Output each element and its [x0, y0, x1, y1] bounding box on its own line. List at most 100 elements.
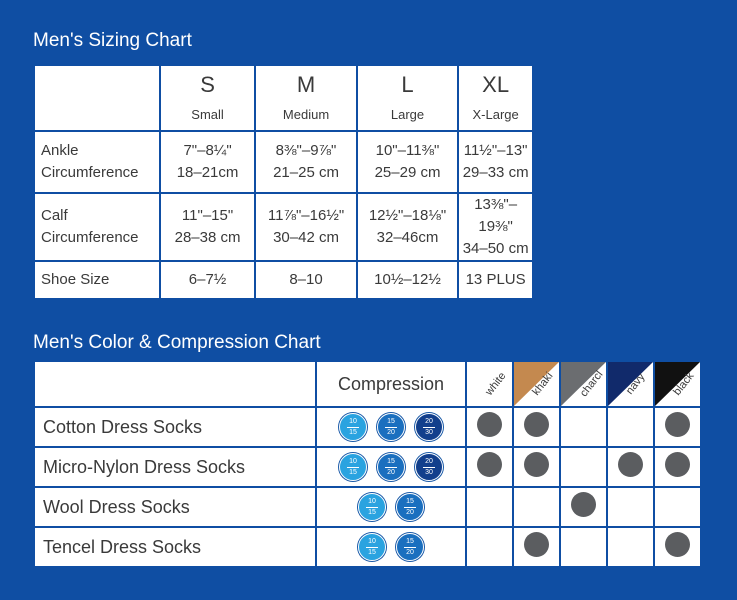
badge-divider — [385, 466, 397, 468]
row-label: Calf Circumference — [33, 192, 161, 262]
available-dot — [665, 412, 690, 437]
badge-top: 15 — [387, 457, 395, 465]
compression-badge: 10 15 — [339, 413, 367, 441]
badge-bottom: 30 — [425, 468, 433, 476]
swatch-fill — [609, 363, 652, 405]
size-cell: 11½"–13" 29–33 cm — [457, 130, 534, 194]
badge-bottom: 20 — [406, 548, 414, 556]
cell-line: 32–46cm — [376, 229, 439, 246]
badge-bottom: 15 — [368, 548, 376, 556]
color-availability-cell — [512, 446, 561, 488]
color-availability-cell — [653, 446, 702, 488]
size-word: X-Large — [472, 107, 519, 122]
color-availability-cell — [512, 486, 561, 528]
compression-badge: 10 15 — [358, 533, 386, 561]
color-availability-cell — [465, 486, 514, 528]
badge-bottom: 15 — [349, 468, 357, 476]
color-availability-cell — [606, 486, 655, 528]
color-availability-cell — [559, 526, 608, 568]
swatch-fill — [515, 363, 558, 405]
available-dot — [477, 452, 502, 477]
size-letter: L — [401, 72, 414, 97]
badge-bottom: 15 — [368, 508, 376, 516]
size-cell: 6–7½ — [158, 260, 257, 300]
sizing-corner-cell — [33, 64, 161, 132]
color-header-row: Compression white khaki charcl navy black — [33, 360, 702, 408]
swatch-fill — [562, 363, 605, 405]
color-availability-cell — [653, 526, 702, 568]
size-column-m: M Medium — [254, 64, 358, 132]
row-label-line: Circumference — [41, 229, 139, 246]
size-cell: 10"–11⅜" 25–29 cm — [355, 130, 460, 194]
color-availability-cell — [512, 526, 561, 568]
badge-divider — [385, 426, 397, 428]
badge-divider — [347, 466, 359, 468]
color-availability-cell — [465, 406, 514, 448]
compression-badge: 10 15 — [358, 493, 386, 521]
available-dot — [665, 452, 690, 477]
swatch-fill — [656, 363, 699, 405]
size-column-l: L Large — [355, 64, 460, 132]
size-word: Large — [390, 107, 425, 122]
sizing-row-ankle: Ankle Circumference 7"–8¼" 18–21cm 8⅜"–9⅞… — [33, 130, 534, 194]
sizing-table: S Small M Medium L Large XL X-Large Ankl… — [33, 64, 534, 300]
cell-line: 11⅞"–16½" — [267, 207, 345, 224]
cell-line: 8⅜"–9⅞" — [275, 142, 337, 159]
swatch-white: white — [465, 360, 514, 408]
badge-divider — [366, 506, 378, 508]
cell-line: 11½"–13" — [463, 142, 528, 159]
size-cell: 8⅜"–9⅞" 21–25 cm — [254, 130, 358, 194]
compression-badge: 10 15 — [339, 453, 367, 481]
available-dot — [524, 412, 549, 437]
size-letter: XL — [482, 72, 510, 97]
size-letter: M — [296, 72, 316, 97]
size-cell: 11"–15" 28–38 cm — [158, 192, 257, 262]
cell-line: 13⅜"–19⅜" — [474, 196, 518, 235]
color-availability-cell — [559, 446, 608, 488]
size-cell: 10½–12½ — [355, 260, 460, 300]
swatch-black: black — [653, 360, 702, 408]
badge-top: 10 — [349, 457, 357, 465]
compression-badge: 15 20 — [396, 493, 424, 521]
badge-bottom: 30 — [425, 428, 433, 436]
size-cell: 13⅜"–19⅜" 34–50 cm — [457, 192, 534, 262]
badge-divider — [423, 466, 435, 468]
available-dot — [524, 452, 549, 477]
size-cell: 11⅞"–16½" 30–42 cm — [254, 192, 358, 262]
row-label: Shoe Size — [33, 260, 161, 300]
cell-line: 29–33 cm — [462, 164, 529, 181]
badge-divider — [404, 506, 416, 508]
product-row: Tencel Dress Socks 10 15 15 20 — [33, 526, 702, 568]
color-availability-cell — [465, 446, 514, 488]
badge-top: 10 — [368, 537, 376, 545]
badge-bottom: 20 — [387, 468, 395, 476]
badge-top: 10 — [368, 497, 376, 505]
sizing-header-row: S Small M Medium L Large XL X-Large — [33, 64, 534, 132]
color-availability-cell — [512, 406, 561, 448]
sizing-row-calf: Calf Circumference 11"–15" 28–38 cm 11⅞"–… — [33, 192, 534, 262]
badge-bottom: 20 — [387, 428, 395, 436]
cell-line: 30–42 cm — [273, 229, 339, 246]
badge-top: 15 — [406, 537, 414, 545]
badge-divider — [423, 426, 435, 428]
row-label-line: Circumference — [41, 164, 139, 181]
compression-badge: 15 20 — [377, 413, 405, 441]
product-name: Wool Dress Socks — [33, 486, 317, 528]
sizing-row-shoe: Shoe Size 6–7½ 8–10 10½–12½ 13 PLUS — [33, 260, 534, 300]
swatch-navy: navy — [606, 360, 655, 408]
available-dot — [571, 492, 596, 517]
badge-top: 15 — [387, 417, 395, 425]
badge-bottom: 15 — [349, 428, 357, 436]
size-column-xl: XL X-Large — [457, 64, 534, 132]
size-cell: 7"–8¼" 18–21cm — [158, 130, 257, 194]
product-name: Cotton Dress Socks — [33, 406, 317, 448]
row-label: Ankle Circumference — [33, 130, 161, 194]
color-availability-cell — [606, 406, 655, 448]
size-column-s: S Small — [158, 64, 257, 132]
color-availability-cell — [653, 486, 702, 528]
badge-divider — [404, 546, 416, 548]
cell-line: 21–25 cm — [273, 164, 339, 181]
compression-levels: 10 15 15 20 20 30 — [315, 446, 467, 488]
badge-divider — [366, 546, 378, 548]
compression-levels: 10 15 15 20 — [315, 486, 467, 528]
